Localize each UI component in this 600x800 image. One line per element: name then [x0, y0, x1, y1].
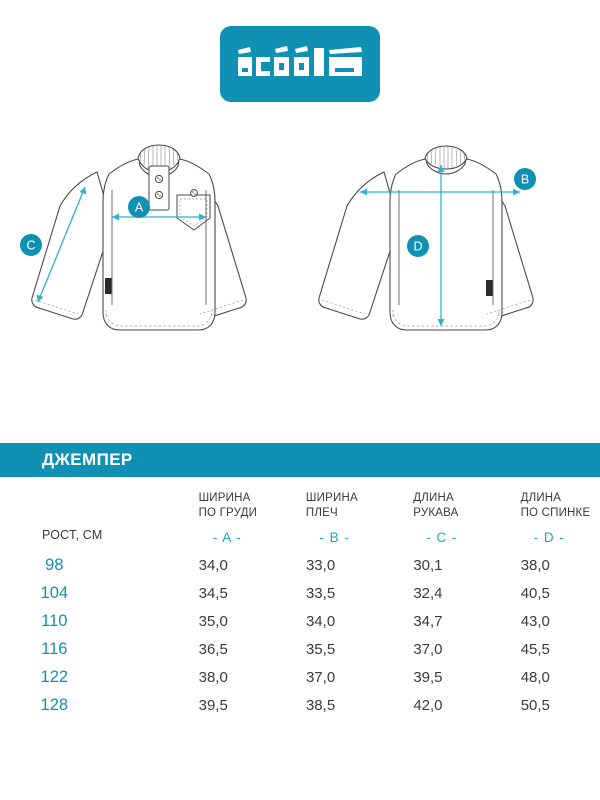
cell-sleeve: 42,0	[413, 696, 443, 714]
cell-sleeve: 32,4	[413, 584, 443, 602]
table-row: 128 39,5 38,5 42,0 50,5	[0, 691, 600, 719]
cuff-stitch-left	[321, 299, 366, 315]
chest-pocket	[176, 189, 211, 231]
page-title: ДЖЕМПЕР	[42, 450, 133, 469]
sweater-back-view: B D	[308, 120, 598, 360]
cell-chest: 34,0	[198, 556, 228, 574]
measure-badge-d: D	[407, 235, 429, 257]
cell-chest: 35,0	[198, 612, 228, 630]
cell-shoulder: 33,5	[305, 584, 336, 602]
brand-logo-badge	[220, 26, 380, 102]
hem-stitch	[392, 309, 500, 327]
sweater-front-view: A C	[14, 120, 304, 360]
cuff-stitch-right	[199, 299, 244, 315]
cell-size: 104	[40, 583, 69, 602]
measure-badge-b: B	[514, 168, 536, 190]
column-header-back-length: ДЛИНА ПО СПИНКЕ - D -	[493, 477, 600, 551]
cell-chest: 36,5	[198, 640, 228, 658]
column-header-shoulder-width: ШИРИНА ПЛЕЧ - B -	[278, 477, 385, 551]
acoola-wordmark-icon	[238, 46, 362, 76]
button-top-icon	[154, 174, 164, 184]
table-row: 116 36,5 35,5 37,0 45,5	[0, 635, 600, 663]
table-row: 98 34,0 33,0 30,1 38,0	[0, 551, 600, 579]
cell-shoulder: 33,0	[305, 556, 336, 574]
cell-size: 128	[40, 695, 69, 714]
measure-badge-a-label: A	[135, 201, 144, 215]
cell-back: 43,0	[520, 612, 550, 630]
cell-chest: 38,0	[198, 668, 228, 686]
hem-stitch	[105, 309, 213, 327]
measure-badge-c-label: C	[26, 239, 35, 253]
column-key-a: - A -	[212, 530, 242, 546]
column-header-chest-width: ШИРИНА ПО ГРУДИ - A -	[171, 477, 278, 551]
cell-shoulder: 38,5	[305, 696, 336, 714]
measure-badge-d-label: D	[413, 240, 422, 254]
cell-size: 122	[40, 667, 69, 686]
cell-back: 48,0	[520, 668, 550, 686]
cell-shoulder: 35,5	[305, 640, 336, 658]
column-title-chest-width: ШИРИНА ПО ГРУДИ	[198, 492, 258, 520]
measure-arrow-a	[112, 213, 206, 221]
cell-size: 98	[45, 555, 64, 574]
measure-badge-a: A	[128, 196, 150, 218]
table-title-bar: ДЖЕМПЕР	[0, 443, 600, 477]
column-header-height: РОСТ, СМ	[0, 477, 171, 551]
measure-badge-c: C	[20, 234, 42, 256]
cell-chest: 39,5	[198, 696, 228, 714]
measure-arrow-b	[360, 188, 520, 196]
cell-back: 40,5	[520, 584, 550, 602]
column-key-c: - C -	[426, 530, 458, 546]
cuff-stitch-left	[34, 299, 79, 315]
cell-shoulder: 37,0	[305, 668, 336, 686]
cuff-stitch-right	[486, 299, 531, 315]
column-title-sleeve-length: ДЛИНА РУКАВА	[413, 492, 459, 520]
ribbed-collar-front	[137, 144, 181, 173]
cell-chest: 34,5	[198, 584, 228, 602]
ribbed-collar-back	[424, 145, 468, 170]
size-chart-table: ДЖЕМПЕР РОСТ, СМ ШИРИНА ПО ГРУДИ - A -	[0, 443, 600, 719]
table-row: 104 34,5 33,5 32,4 40,5	[0, 579, 600, 607]
column-key-d: - D -	[533, 530, 565, 546]
cell-size: 116	[41, 639, 68, 658]
column-title-back-length: ДЛИНА ПО СПИНКЕ	[520, 492, 591, 520]
button-bottom-icon	[154, 190, 164, 200]
brand-logo-container	[0, 26, 600, 102]
cell-back: 45,5	[520, 640, 550, 658]
cell-sleeve: 34,7	[413, 612, 443, 630]
cell-back: 38,0	[520, 556, 550, 574]
measurements-table: РОСТ, СМ ШИРИНА ПО ГРУДИ - A - ШИРИНА ПЛ…	[0, 477, 600, 719]
measure-badge-b-label: B	[521, 173, 529, 187]
cell-shoulder: 34,0	[305, 612, 336, 630]
column-key-b: - B -	[319, 530, 350, 546]
garment-illustrations: A C	[0, 120, 600, 380]
cell-sleeve: 39,5	[413, 668, 443, 686]
cell-size: 110	[41, 611, 68, 630]
side-label-tag	[486, 280, 493, 296]
pocket-button-icon	[190, 189, 198, 197]
button-placket	[148, 165, 170, 211]
cell-back: 50,5	[520, 696, 550, 714]
cell-sleeve: 37,0	[413, 640, 443, 658]
table-row: 122 38,0 37,0 39,5 48,0	[0, 663, 600, 691]
table-header-row: РОСТ, СМ ШИРИНА ПО ГРУДИ - A - ШИРИНА ПЛ…	[0, 477, 600, 551]
table-row: 110 35,0 34,0 34,7 43,0	[0, 607, 600, 635]
cell-sleeve: 30,1	[413, 556, 443, 574]
column-title-shoulder-width: ШИРИНА ПЛЕЧ	[305, 492, 358, 520]
measurements-table-body: 98 34,0 33,0 30,1 38,0 104 34,5 33,5 32,…	[0, 551, 600, 719]
column-title-height: РОСТ, СМ	[42, 527, 103, 542]
measure-arrow-d	[437, 165, 445, 326]
measure-arrow-c	[36, 186, 87, 303]
side-label-tag	[105, 278, 112, 294]
column-header-sleeve-length: ДЛИНА РУКАВА - C -	[385, 477, 492, 551]
